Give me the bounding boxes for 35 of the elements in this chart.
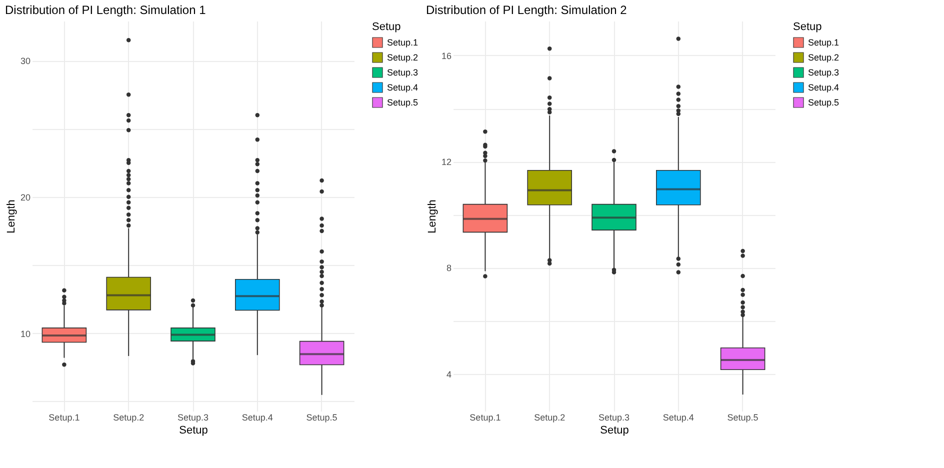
legend-label: Setup.5 xyxy=(808,98,840,108)
legend-label: Setup.3 xyxy=(808,68,840,78)
legend-title: Setup xyxy=(372,21,401,33)
legend-label: Setup.2 xyxy=(808,52,840,62)
y-tick-label: 16 xyxy=(441,50,452,61)
chart-title: Distribution of PI Length: Simulation 2 xyxy=(426,3,628,17)
y-axis-title: Length xyxy=(426,200,438,234)
legend-title: Setup xyxy=(793,21,822,33)
x-tick-label: Setup.2 xyxy=(534,412,566,422)
x-tick-label: Setup.1 xyxy=(470,412,501,422)
legend-label: Setup.5 xyxy=(387,98,418,108)
legend-label: Setup.3 xyxy=(387,68,418,78)
y-tick-label: 30 xyxy=(20,56,30,66)
y-tick-label: 10 xyxy=(20,328,30,339)
x-tick-label: Setup.4 xyxy=(242,412,273,422)
legend-label: Setup.1 xyxy=(387,38,418,48)
legend-label: Setup.4 xyxy=(387,82,418,92)
y-tick-label: 4 xyxy=(446,369,452,380)
x-tick-label: Setup.2 xyxy=(113,412,144,422)
x-axis-title: Setup xyxy=(600,424,629,436)
legend-label: Setup.4 xyxy=(808,82,840,92)
legend-label: Setup.1 xyxy=(808,38,840,48)
x-tick-label: Setup.5 xyxy=(727,412,758,422)
legend-label: Setup.2 xyxy=(387,52,418,62)
x-tick-label: Setup.5 xyxy=(306,412,338,422)
y-tick-label: 8 xyxy=(446,263,452,274)
y-axis-title: Length xyxy=(5,200,18,234)
chart-title: Distribution of PI Length: Simulation 1 xyxy=(4,3,206,17)
x-tick-label: Setup.4 xyxy=(662,412,694,422)
y-tick-label: 12 xyxy=(441,157,452,168)
y-tick-label: 20 xyxy=(20,192,30,202)
x-tick-label: Setup.3 xyxy=(177,412,209,422)
x-tick-label: Setup.3 xyxy=(598,412,630,422)
x-axis-title: Setup xyxy=(179,424,208,436)
x-tick-label: Setup.1 xyxy=(48,412,80,422)
